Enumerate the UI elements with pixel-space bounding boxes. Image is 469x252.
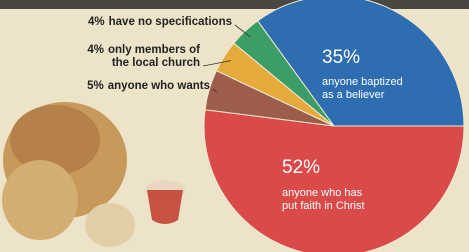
chart: 35% anyone baptizedas a believer 52% anyone…	[0, 0, 469, 252]
slice-label: as a believer	[322, 89, 385, 101]
callout-text: have no specifications	[109, 16, 232, 28]
slice-label: put faith in Christ	[282, 200, 365, 212]
slice-label: anyone baptized	[322, 76, 403, 88]
callout-label: 4% have no specifications	[88, 16, 232, 28]
slice-percent: 35%	[322, 47, 360, 68]
callout-percent: 4%	[87, 44, 104, 56]
callout-label: the local church	[112, 57, 200, 69]
callout-percent: 5%	[87, 80, 104, 92]
callout-text: anyone who wants	[108, 80, 210, 92]
callout-text: only members of	[108, 44, 200, 56]
callout-percent: 4%	[88, 16, 105, 28]
header-band	[0, 0, 469, 9]
slice-label: anyone who has	[282, 187, 363, 199]
slice-percent: 52%	[282, 157, 320, 178]
